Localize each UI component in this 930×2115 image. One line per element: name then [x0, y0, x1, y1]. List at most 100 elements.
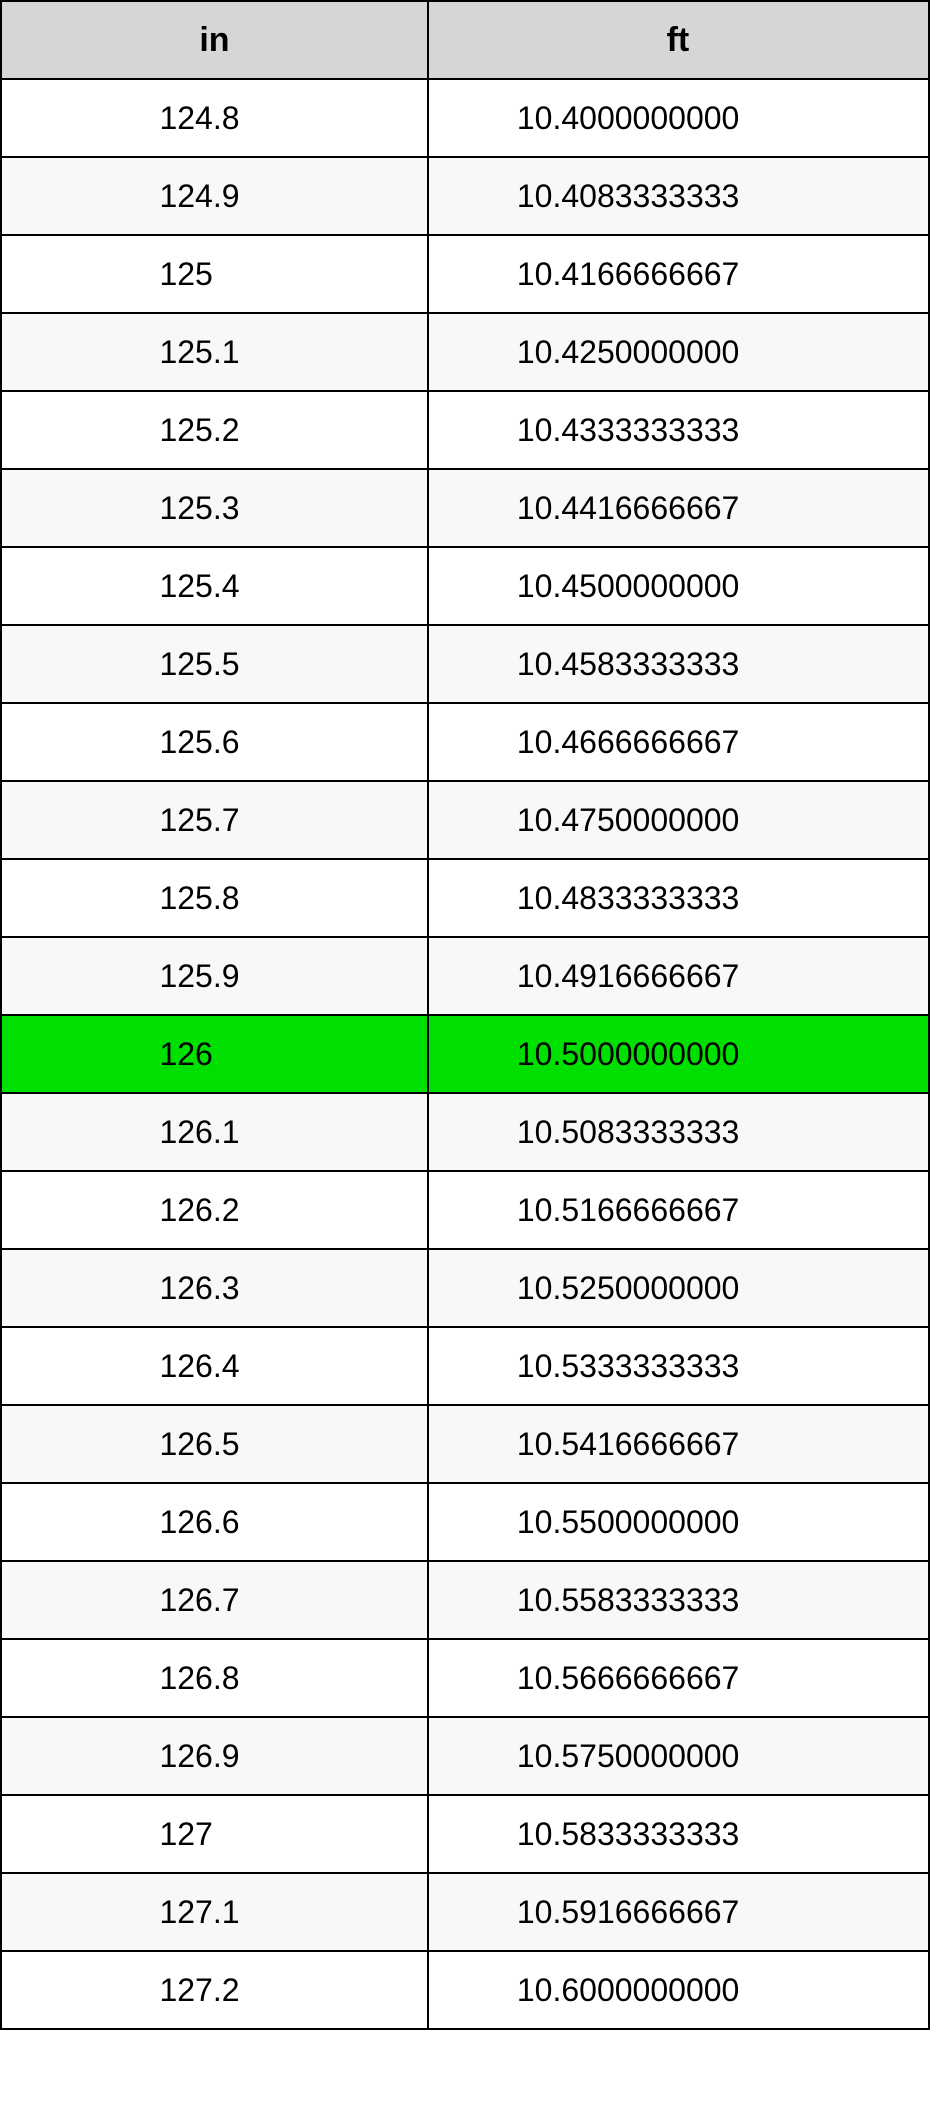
- cell-ft: 10.5083333333: [428, 1093, 929, 1171]
- cell-ft: 10.4750000000: [428, 781, 929, 859]
- table-row: 125.5 10.4583333333: [1, 625, 929, 703]
- cell-ft: 10.5916666667: [428, 1873, 929, 1951]
- cell-ft: 10.5250000000: [428, 1249, 929, 1327]
- table-row: 125.6 10.4666666667: [1, 703, 929, 781]
- value-in: 125.3: [159, 490, 269, 527]
- value-in: 127.2: [159, 1972, 269, 2009]
- value-in: 126.8: [159, 1660, 269, 1697]
- cell-ft: 10.5833333333: [428, 1795, 929, 1873]
- cell-in: 126.6: [1, 1483, 428, 1561]
- table-row: 126.7 10.5583333333: [1, 1561, 929, 1639]
- table-row: 124.810.4000000000: [1, 79, 929, 157]
- cell-ft: 10.5333333333: [428, 1327, 929, 1405]
- table-body: 124.810.4000000000124.910.40833333331251…: [1, 79, 929, 2029]
- cell-ft: 10.5750000000: [428, 1717, 929, 1795]
- cell-in: 126.8: [1, 1639, 428, 1717]
- value-in: 125.7: [159, 802, 269, 839]
- value-in: 126.4: [159, 1348, 269, 1385]
- cell-in: 125.7: [1, 781, 428, 859]
- value-in: 126.9: [159, 1738, 269, 1775]
- cell-in: 126.9: [1, 1717, 428, 1795]
- cell-in: 127.1: [1, 1873, 428, 1951]
- table-row: 127.1 10.5916666667: [1, 1873, 929, 1951]
- table-row: 125.2 10.4333333333: [1, 391, 929, 469]
- cell-in: 125.4: [1, 547, 428, 625]
- table-row: 126.8 10.5666666667: [1, 1639, 929, 1717]
- table-row: 125.410.4500000000: [1, 547, 929, 625]
- cell-in: 125.6: [1, 703, 428, 781]
- table-row: 126.5 10.5416666667: [1, 1405, 929, 1483]
- value-in: 126.7: [159, 1582, 269, 1619]
- cell-in: 125: [1, 235, 428, 313]
- cell-in: 125.8: [1, 859, 428, 937]
- cell-in: 126.2: [1, 1171, 428, 1249]
- value-in: 125.1: [159, 334, 269, 371]
- cell-ft: 10.5500000000: [428, 1483, 929, 1561]
- conversion-table: in ft 124.810.4000000000 124.9 10.40833333…: [0, 0, 930, 2030]
- table-row: 125.3 10.4416666667: [1, 469, 929, 547]
- header-in: in: [1, 1, 428, 79]
- cell-in: 125.5: [1, 625, 428, 703]
- table-row: 124.9 10.4083333333: [1, 157, 929, 235]
- table-row: 125.1 10.4250000000: [1, 313, 929, 391]
- cell-ft: 10.4416666667: [428, 469, 929, 547]
- value-in: 126: [159, 1036, 269, 1073]
- cell-in: 125.2: [1, 391, 428, 469]
- value-in: 125.2: [159, 412, 269, 449]
- value-in: 125.5: [159, 646, 269, 683]
- cell-ft: 10.4166666667: [428, 235, 929, 313]
- value-in: 125.9: [159, 958, 269, 995]
- cell-in: 126.4: [1, 1327, 428, 1405]
- cell-in: 127: [1, 1795, 428, 1873]
- cell-in: 125.9: [1, 937, 428, 1015]
- table-row: 125.8 10.4833333333: [1, 859, 929, 937]
- cell-ft: 10.5666666667: [428, 1639, 929, 1717]
- header-row: in ft: [1, 1, 929, 79]
- cell-ft: 10.4583333333: [428, 625, 929, 703]
- cell-in: 126.3: [1, 1249, 428, 1327]
- table-row: 126.1 10.5083333333: [1, 1093, 929, 1171]
- cell-ft: 10.6000000000: [428, 1951, 929, 2029]
- header-ft: ft: [428, 1, 929, 79]
- value-in: 125.4: [159, 568, 269, 605]
- cell-ft: 10.4333333333: [428, 391, 929, 469]
- cell-in: 125.1: [1, 313, 428, 391]
- value-in: 126.5: [159, 1426, 269, 1463]
- cell-in: 124.8: [1, 79, 428, 157]
- value-in: 126.6: [159, 1504, 269, 1541]
- cell-in: 124.9: [1, 157, 428, 235]
- cell-ft: 10.4666666667: [428, 703, 929, 781]
- cell-ft: 10.5416666667: [428, 1405, 929, 1483]
- cell-ft: 10.4083333333: [428, 157, 929, 235]
- cell-in: 125.3: [1, 469, 428, 547]
- cell-ft: 10.4250000000: [428, 313, 929, 391]
- cell-in: 126.1: [1, 1093, 428, 1171]
- value-in: 127: [159, 1816, 269, 1853]
- value-in: 125.8: [159, 880, 269, 917]
- value-in: 125: [159, 256, 269, 293]
- value-in: 126.2: [159, 1192, 269, 1229]
- value-in: 126.3: [159, 1270, 269, 1307]
- value-in: 125.6: [159, 724, 269, 761]
- table-row: 126.2 10.5166666667: [1, 1171, 929, 1249]
- value-in: 126.1: [159, 1114, 269, 1151]
- cell-in: 126.7: [1, 1561, 428, 1639]
- table-row: 125 10.4166666667: [1, 235, 929, 313]
- table-row: 127 10.5833333333: [1, 1795, 929, 1873]
- cell-in: 127.2: [1, 1951, 428, 2029]
- cell-in: 126.5: [1, 1405, 428, 1483]
- value-in: 124.9: [159, 178, 269, 215]
- cell-ft: 10.5166666667: [428, 1171, 929, 1249]
- value-in: 127.1: [159, 1894, 269, 1931]
- cell-ft: 10.5000000000: [428, 1015, 929, 1093]
- cell-ft: 10.4833333333: [428, 859, 929, 937]
- table-row: 126 10.5000000000: [1, 1015, 929, 1093]
- cell-ft: 10.4916666667: [428, 937, 929, 1015]
- table-row: 125.9 10.4916666667: [1, 937, 929, 1015]
- cell-ft: 10.4000000000: [428, 79, 929, 157]
- cell-ft: 10.5583333333: [428, 1561, 929, 1639]
- table-row: 125.7 10.4750000000: [1, 781, 929, 859]
- table-row: 126.6 10.5500000000: [1, 1483, 929, 1561]
- table-header: in ft: [1, 1, 929, 79]
- table-row: 126.3 10.5250000000: [1, 1249, 929, 1327]
